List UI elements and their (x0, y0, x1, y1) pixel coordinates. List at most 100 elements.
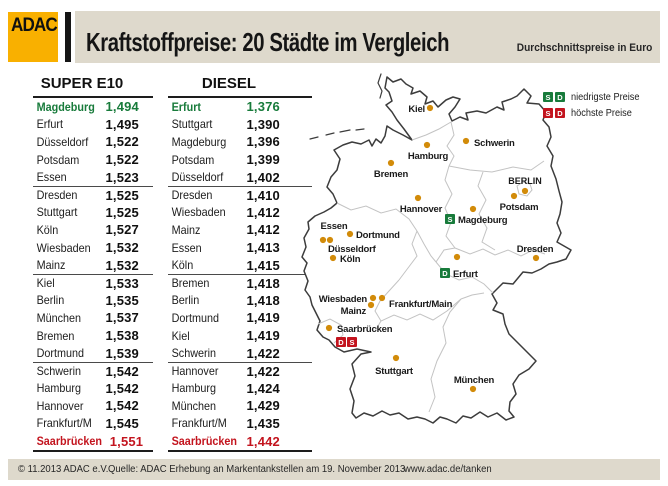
city-name: Frankfurt/M (36, 416, 92, 431)
price-value: 1,537 (105, 310, 139, 326)
city-name: München (171, 398, 217, 413)
price-row-super-e10-m-nchen: München 1,537 (33, 309, 153, 327)
city-name: Erfurt (36, 117, 64, 132)
germany-outline (301, 76, 572, 424)
berlin-state-ring (516, 181, 533, 197)
map-marker-hamburg-icon (423, 141, 431, 149)
map-label-kiel: Kiel (408, 104, 425, 115)
price-row-super-e10-erfurt: Erfurt 1,495 (33, 116, 153, 134)
city-name: Düsseldorf (171, 170, 224, 185)
map-label-m-nchen: München (454, 375, 495, 386)
legend-label-highest: höchste Preise (571, 107, 632, 119)
price-value: 1,542 (105, 363, 139, 379)
price-value: 1,402 (246, 169, 280, 185)
map-marker-schwerin-icon (462, 137, 470, 145)
map-city-potsdam: Potsdam (500, 192, 539, 213)
map-city-kiel: Kiel (408, 104, 434, 115)
price-value: 1,542 (105, 398, 139, 414)
price-row-diesel-dresden: Dresden 1,410 (168, 185, 312, 204)
price-value: 1,422 (246, 345, 280, 361)
table-title-diesel: DIESEL (168, 73, 312, 98)
table-super-e10: SUPER E10 Magdeburg 1,494 Erfurt 1,495 Düsse… (33, 73, 153, 452)
price-value: 1,535 (105, 292, 139, 308)
price-row-super-e10-saarbr-cken: Saarbrücken 1,551 (33, 432, 153, 450)
price-row-super-e10-hamburg: Hamburg 1,542 (33, 380, 153, 398)
footer-source: Quelle: ADAC Erhebung an Markentankstell… (108, 464, 406, 475)
map-city-m-nchen: München (454, 375, 495, 393)
price-value: 1,442 (246, 433, 280, 449)
price-value: 1,545 (105, 415, 139, 431)
city-name: Kiel (36, 276, 55, 291)
map-marker-berlin-icon (521, 187, 529, 195)
map-marker-dortmund-icon (346, 230, 354, 238)
city-name: Stuttgart (171, 117, 213, 132)
city-name: Köln (36, 222, 59, 237)
price-value: 1,412 (246, 204, 280, 220)
price-value: 1,495 (105, 116, 139, 132)
price-row-diesel-kiel: Kiel 1,419 (168, 327, 312, 345)
map-label-d-sseldorf: Düsseldorf (328, 244, 377, 255)
price-value: 1,523 (105, 169, 139, 185)
map-city-stuttgart: Stuttgart (375, 354, 414, 377)
price-row-super-e10-mainz: Mainz 1,532 (33, 256, 153, 274)
page-title: Kraftstoffpreise: 20 Städte im Vergleich (86, 27, 450, 57)
map-city-d-sseldorf: Düsseldorf (326, 236, 377, 255)
price-badge-letter: S (349, 338, 354, 347)
price-row-super-e10-essen: Essen 1,523 (33, 168, 153, 186)
map-marker-potsdam-icon (510, 192, 518, 200)
legend-badge-d-lowest-icon: D (555, 92, 565, 102)
price-value: 1,396 (246, 134, 280, 150)
map-city-hannover: Hannover (400, 194, 443, 215)
city-name: Dresden (36, 188, 78, 203)
price-value: 1,399 (246, 152, 280, 168)
price-value: 1,424 (246, 380, 280, 396)
price-value: 1,527 (105, 222, 139, 238)
price-value: 1,415 (246, 257, 280, 273)
map-label-k-ln: Köln (340, 254, 361, 265)
map-label-essen: Essen (321, 221, 348, 232)
price-value: 1,412 (246, 222, 280, 238)
map-label-schwerin: Schwerin (474, 138, 515, 149)
city-name: Potsdam (171, 152, 215, 167)
map-label-wiesbaden: Wiesbaden (319, 294, 368, 305)
city-name: Wiesbaden (36, 240, 91, 255)
city-name: Köln (171, 258, 194, 273)
price-badge-letter: D (442, 269, 448, 278)
city-name: Potsdam (36, 152, 80, 167)
city-name: Frankfurt/M (171, 416, 227, 431)
frisian-islands (309, 73, 383, 140)
price-badge-s-highest-icon (347, 337, 357, 347)
price-value: 1,522 (105, 134, 139, 150)
price-value: 1,429 (246, 398, 280, 414)
germany-map: Kiel Hamburg Schwerin Bremen Hannover BERLIN P… (301, 73, 572, 424)
price-value: 1,376 (246, 99, 280, 115)
city-name: Dortmund (36, 346, 85, 361)
city-name: Hannover (171, 364, 219, 379)
legend-badge-s-highest-icon: S (543, 108, 553, 118)
map-marker-kiel-icon (426, 104, 434, 112)
city-name: Mainz (36, 258, 66, 273)
map-label-potsdam: Potsdam (500, 202, 539, 213)
city-name: Berlin (36, 293, 65, 308)
map-marker-wiesbaden-icon (369, 294, 377, 302)
city-name: München (36, 310, 82, 325)
map-marker-bremen-icon (387, 159, 395, 167)
price-row-super-e10-schwerin: Schwerin 1,542 (33, 361, 153, 380)
map-city-saarbr-cken: Saarbrücken D S (325, 324, 393, 347)
map-marker-k-ln-icon (329, 254, 337, 262)
price-row-super-e10-k-ln: Köln 1,527 (33, 221, 153, 239)
map-marker-mainz-icon (367, 301, 375, 309)
map-marker-magdeburg-icon (469, 205, 477, 213)
price-value: 1,419 (246, 328, 280, 344)
price-row-super-e10-magdeburg: Magdeburg 1,494 (33, 98, 153, 116)
price-value: 1,539 (105, 345, 139, 361)
map-label-berlin: BERLIN (508, 176, 542, 186)
price-row-super-e10-berlin: Berlin 1,535 (33, 292, 153, 310)
city-name: Wiesbaden (171, 205, 226, 220)
price-row-diesel-stuttgart: Stuttgart 1,390 (168, 116, 312, 134)
map-label-erfurt: Erfurt (453, 269, 479, 280)
table-title-super-e10: SUPER E10 (33, 73, 153, 98)
map-city-erfurt: Erfurt D (440, 253, 479, 280)
